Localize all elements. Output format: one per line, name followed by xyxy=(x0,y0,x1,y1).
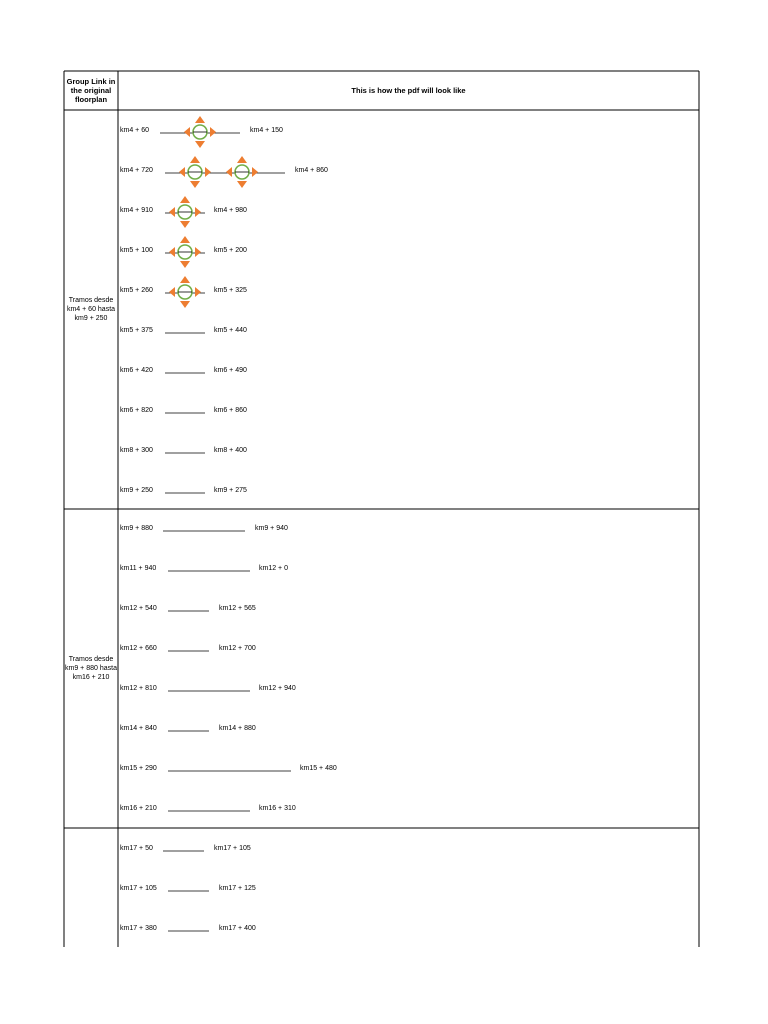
move-icon xyxy=(169,196,201,228)
arrow-down xyxy=(237,181,247,188)
end-label: km6 + 490 xyxy=(214,367,247,374)
start-label: km9 + 250 xyxy=(120,487,153,494)
end-label: km4 + 980 xyxy=(214,207,247,214)
arrow-right xyxy=(252,167,258,177)
end-label: km4 + 150 xyxy=(250,127,283,134)
start-label: km4 + 910 xyxy=(120,207,153,214)
move-icon xyxy=(184,116,216,148)
start-label: km5 + 375 xyxy=(120,327,153,334)
group-label: Tramos desde km4 + 60 hasta km9 + 250 xyxy=(66,297,116,322)
arrow-down xyxy=(180,221,190,228)
arrow-up xyxy=(195,116,205,123)
group-label: Tramos desde km9 + 880 hasta km16 + 210 xyxy=(65,656,117,681)
start-label: km4 + 720 xyxy=(120,167,153,174)
header-right: This is how the pdf will look like xyxy=(351,86,466,95)
end-label: km14 + 880 xyxy=(219,725,256,732)
start-label: km6 + 820 xyxy=(120,407,153,414)
end-label: km16 + 310 xyxy=(259,805,296,812)
arrow-up xyxy=(180,236,190,243)
arrow-down xyxy=(180,301,190,308)
arrow-left xyxy=(169,247,175,257)
arrow-up xyxy=(237,156,247,163)
start-label: km12 + 540 xyxy=(120,605,157,612)
end-label: km12 + 940 xyxy=(259,685,296,692)
arrow-right xyxy=(205,167,211,177)
arrow-up xyxy=(180,276,190,283)
end-label: km17 + 105 xyxy=(214,845,251,852)
start-label: km11 + 940 xyxy=(120,565,156,572)
arrow-down xyxy=(180,261,190,268)
header-left: Group Link in the original floorplan xyxy=(66,77,116,104)
start-label: km8 + 300 xyxy=(120,447,153,454)
arrow-left xyxy=(179,167,185,177)
arrow-up xyxy=(190,156,200,163)
arrow-right xyxy=(195,287,201,297)
end-label: km17 + 400 xyxy=(219,925,256,932)
end-label: km6 + 860 xyxy=(214,407,247,414)
end-label: km4 + 860 xyxy=(295,167,328,174)
move-icon xyxy=(169,236,201,268)
arrow-up xyxy=(180,196,190,203)
end-label: km5 + 325 xyxy=(214,287,247,294)
start-label: km12 + 810 xyxy=(120,685,157,692)
end-label: km9 + 275 xyxy=(214,487,247,494)
end-label: km17 + 125 xyxy=(219,885,256,892)
move-icon xyxy=(226,156,258,188)
start-label: km5 + 100 xyxy=(120,247,153,254)
arrow-right xyxy=(195,207,201,217)
start-label: km4 + 60 xyxy=(120,127,149,134)
move-icon xyxy=(169,276,201,308)
end-label: km5 + 440 xyxy=(214,327,247,334)
arrow-left xyxy=(184,127,190,137)
start-label: km16 + 210 xyxy=(120,805,157,812)
start-label: km17 + 380 xyxy=(120,925,157,932)
end-label: km5 + 200 xyxy=(214,247,247,254)
start-label: km14 + 840 xyxy=(120,725,157,732)
arrow-right xyxy=(210,127,216,137)
arrow-left xyxy=(169,207,175,217)
move-icon xyxy=(179,156,211,188)
end-label: km12 + 700 xyxy=(219,645,256,652)
start-label: km6 + 420 xyxy=(120,367,153,374)
end-label: km12 + 565 xyxy=(219,605,256,612)
end-label: km8 + 400 xyxy=(214,447,247,454)
start-label: km5 + 260 xyxy=(120,287,153,294)
arrow-down xyxy=(190,181,200,188)
start-label: km17 + 105 xyxy=(120,885,157,892)
end-label: km9 + 940 xyxy=(255,525,288,532)
arrow-left xyxy=(169,287,175,297)
start-label: km12 + 660 xyxy=(120,645,157,652)
start-label: km9 + 880 xyxy=(120,525,153,532)
arrow-left xyxy=(226,167,232,177)
start-label: km15 + 290 xyxy=(120,765,157,772)
end-label: km12 + 0 xyxy=(259,565,288,572)
end-label: km15 + 480 xyxy=(300,765,337,772)
arrow-right xyxy=(195,247,201,257)
arrow-down xyxy=(195,141,205,148)
start-label: km17 + 50 xyxy=(120,845,153,852)
